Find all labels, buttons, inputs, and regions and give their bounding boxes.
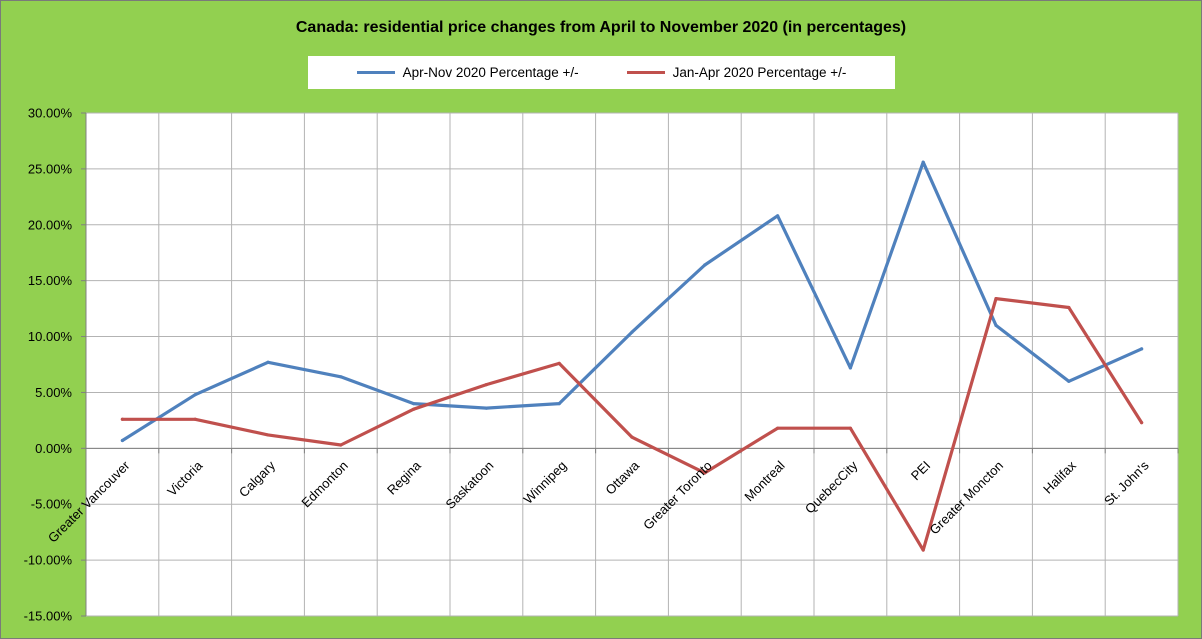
data-point xyxy=(412,407,416,411)
data-point xyxy=(776,214,780,218)
legend-item-jan-apr: Jan-Apr 2020 Percentage +/- xyxy=(626,65,847,80)
data-point xyxy=(848,426,853,430)
data-point xyxy=(557,402,561,406)
y-tick-label: 15.00% xyxy=(28,273,73,288)
data-point xyxy=(412,402,416,406)
legend-swatch-jan-apr xyxy=(626,71,665,74)
y-tick-label: -5.00% xyxy=(31,497,73,512)
data-point xyxy=(1140,347,1144,351)
data-point xyxy=(1067,379,1071,383)
legend-label-apr-nov: Apr-Nov 2020 Percentage +/- xyxy=(402,65,579,80)
legend-item-apr-nov: Apr-Nov 2020 Percentage +/- xyxy=(356,65,579,80)
y-tick-label: 25.00% xyxy=(28,161,73,176)
data-point xyxy=(557,361,561,365)
data-point xyxy=(994,323,998,327)
legend-swatch-apr-nov xyxy=(356,71,395,74)
data-point xyxy=(266,360,270,364)
data-point xyxy=(484,383,488,387)
y-tick-label: 10.00% xyxy=(28,329,73,344)
legend: Apr-Nov 2020 Percentage +/- Jan-Apr 2020… xyxy=(308,56,895,89)
data-point xyxy=(703,263,707,267)
y-tick-label: -10.00% xyxy=(24,553,73,568)
data-point xyxy=(630,435,634,439)
data-point xyxy=(994,296,998,301)
data-point xyxy=(120,438,124,443)
y-tick-label: 5.00% xyxy=(35,385,72,400)
data-point xyxy=(776,426,780,430)
data-point xyxy=(266,433,270,437)
data-point xyxy=(921,548,925,552)
chart-title: Canada: residential price changes from A… xyxy=(295,19,907,36)
data-point xyxy=(120,417,124,421)
legend-label-jan-apr: Jan-Apr 2020 Percentage +/- xyxy=(672,65,847,80)
data-point xyxy=(193,417,197,421)
series xyxy=(120,160,1144,552)
data-point xyxy=(630,330,634,334)
plot-background xyxy=(86,113,1178,616)
data-point xyxy=(848,366,853,370)
data-point xyxy=(1067,305,1071,310)
data-point xyxy=(484,406,488,410)
data-point xyxy=(339,375,343,379)
data-point xyxy=(921,160,925,164)
y-tick-label: 20.00% xyxy=(28,217,73,232)
y-tick-label: -15.00% xyxy=(24,609,73,624)
y-tick-label: 30.00% xyxy=(28,106,73,121)
data-point xyxy=(339,443,343,447)
y-tick-label: 0.00% xyxy=(35,441,72,456)
data-point xyxy=(703,471,707,475)
axes xyxy=(81,112,1179,617)
grid xyxy=(85,112,1179,617)
data-point xyxy=(193,393,197,397)
data-point xyxy=(1140,421,1144,425)
